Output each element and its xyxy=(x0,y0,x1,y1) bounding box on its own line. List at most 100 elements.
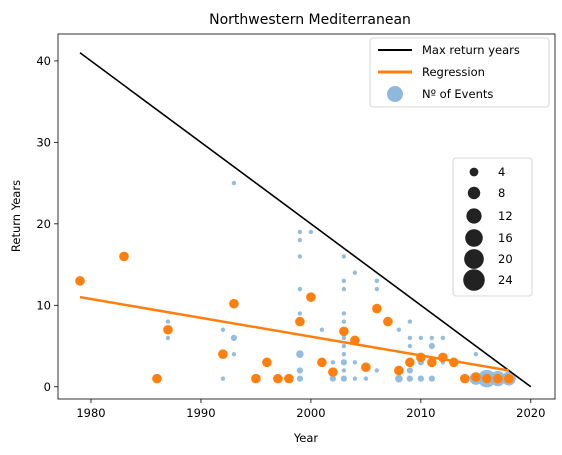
event-point xyxy=(341,359,347,365)
event-point xyxy=(375,287,379,291)
event-point xyxy=(429,343,435,349)
event-point xyxy=(297,367,303,373)
orange-point xyxy=(284,374,294,384)
event-point xyxy=(296,350,304,358)
orange-point xyxy=(482,374,492,384)
event-point xyxy=(342,254,346,258)
x-tick-label: 2020 xyxy=(516,406,545,420)
orange-point xyxy=(372,304,382,314)
event-point xyxy=(342,287,346,291)
size-legend-label: 16 xyxy=(498,231,513,245)
event-point xyxy=(474,352,478,356)
size-legend-marker xyxy=(470,168,479,177)
y-tick-label: 10 xyxy=(36,298,51,312)
chart-title: Northwestern Mediterranean xyxy=(209,12,411,28)
event-point xyxy=(353,271,357,275)
event-point xyxy=(298,311,302,315)
event-point xyxy=(408,344,412,348)
x-tick-label: 2000 xyxy=(296,406,325,420)
orange-point xyxy=(460,374,470,384)
size-legend-label: 4 xyxy=(498,165,505,179)
event-point xyxy=(353,376,357,380)
orange-point xyxy=(504,374,514,384)
size-legend: 4812162024 xyxy=(453,158,532,296)
orange-point xyxy=(416,353,426,363)
event-point xyxy=(353,360,357,364)
event-point xyxy=(364,376,368,380)
orange-point xyxy=(273,374,283,384)
orange-point xyxy=(306,292,316,302)
orange-point xyxy=(405,358,415,368)
size-legend-label: 8 xyxy=(498,186,505,200)
event-point xyxy=(375,279,379,283)
event-point xyxy=(408,319,412,323)
legend-max-return-label: Max return years xyxy=(422,43,520,57)
legend: Max return years Regression Nº of Events xyxy=(370,38,549,107)
orange-point xyxy=(218,349,228,359)
y-axis: 0 10 20 30 40 xyxy=(36,54,58,394)
size-legend-marker xyxy=(464,249,484,269)
event-point xyxy=(430,336,434,340)
event-point xyxy=(320,328,324,332)
size-legend-marker xyxy=(463,269,485,291)
orange-point xyxy=(339,327,349,337)
size-legend-marker xyxy=(465,229,483,247)
event-point xyxy=(166,336,170,340)
orange-point xyxy=(251,374,261,384)
x-axis-label: Year xyxy=(293,431,319,445)
size-legend-marker xyxy=(468,187,480,199)
legend-events-label: Nº of Events xyxy=(422,87,493,101)
legend-regression-label: Regression xyxy=(422,65,485,79)
x-tick-label: 2010 xyxy=(406,406,435,420)
event-point xyxy=(232,181,236,185)
event-point xyxy=(331,360,335,364)
orange-point xyxy=(471,372,481,382)
x-axis: 1980 1990 2000 2010 2020 xyxy=(76,399,545,420)
orange-point xyxy=(394,366,404,376)
size-legend-marker xyxy=(466,208,481,223)
event-point xyxy=(298,254,302,258)
event-point xyxy=(395,375,403,383)
orange-point xyxy=(229,299,239,309)
event-point xyxy=(231,335,237,341)
size-legend-label: 12 xyxy=(498,209,513,223)
x-tick-label: 1990 xyxy=(186,406,215,420)
orange-point xyxy=(119,252,129,262)
event-point xyxy=(375,368,379,372)
orange-point xyxy=(361,362,371,372)
orange-point xyxy=(449,358,459,368)
event-point xyxy=(342,344,346,348)
orange-point xyxy=(317,358,327,368)
event-point xyxy=(309,230,313,234)
event-point xyxy=(166,319,170,323)
event-point xyxy=(341,376,347,382)
orange-point xyxy=(383,317,393,327)
events-orange-series xyxy=(75,252,513,384)
y-tick-label: 40 xyxy=(36,54,51,68)
event-point xyxy=(441,336,445,340)
event-point xyxy=(298,238,302,242)
orange-point xyxy=(295,317,305,327)
event-point xyxy=(298,287,302,291)
orange-point xyxy=(350,336,360,346)
y-tick-label: 20 xyxy=(36,217,51,231)
event-point xyxy=(221,328,225,332)
event-point xyxy=(342,319,346,323)
event-point xyxy=(342,368,346,372)
event-point xyxy=(407,367,413,373)
event-point xyxy=(342,279,346,283)
y-tick-label: 30 xyxy=(36,135,51,149)
orange-point xyxy=(438,353,448,363)
event-point xyxy=(342,336,346,340)
event-point xyxy=(397,328,401,332)
event-point xyxy=(429,376,435,382)
orange-point xyxy=(163,325,173,335)
y-axis-label: Return Years xyxy=(9,180,23,252)
event-point xyxy=(342,311,346,315)
orange-point xyxy=(152,374,162,384)
event-point xyxy=(232,352,236,356)
orange-point xyxy=(75,276,85,286)
orange-point xyxy=(493,374,503,384)
x-tick-label: 1980 xyxy=(76,406,105,420)
